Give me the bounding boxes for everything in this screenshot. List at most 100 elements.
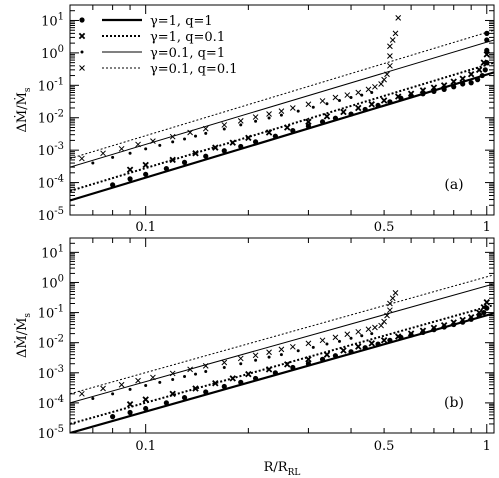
data-point <box>419 327 427 334</box>
data-point <box>340 108 347 116</box>
data-point <box>265 129 273 136</box>
x-tick-label: 0.5 <box>374 439 395 454</box>
data-point <box>337 99 341 103</box>
data-point <box>378 81 384 87</box>
data-point <box>79 155 85 162</box>
data-point <box>203 153 209 159</box>
data-point <box>163 165 169 172</box>
data-point <box>192 150 199 157</box>
data-point <box>229 139 236 146</box>
data-point <box>467 70 475 78</box>
y-axis-label-sub: s <box>23 87 33 92</box>
x-tick-label: 0.1 <box>135 220 156 235</box>
data-point <box>238 379 244 385</box>
data-point <box>221 383 227 390</box>
data-point <box>332 94 339 101</box>
data-point <box>394 93 402 100</box>
data-point <box>163 400 169 406</box>
y-tick-label-exponent: 1 <box>58 11 64 22</box>
data-point <box>212 144 219 151</box>
y-axis-label-main: ΔṀ/Ṁ <box>13 318 30 358</box>
y-tick-label-mantissa: 10 <box>38 367 55 382</box>
data-point <box>387 307 393 314</box>
data-point <box>183 137 187 141</box>
data-point <box>100 150 106 157</box>
y-axis-label: ΔṀ/Ṁs <box>13 313 33 358</box>
plot-data <box>70 274 494 433</box>
x-tick-label: 1 <box>483 220 491 235</box>
y-tick-label: 10-3 <box>38 141 64 159</box>
series-fit-line <box>70 61 494 192</box>
data-point <box>480 59 488 66</box>
data-point <box>381 76 387 83</box>
data-point <box>221 359 228 366</box>
y-tick-label: 10-4 <box>38 174 64 192</box>
legend-entry: γ=0.1, q=0.1 <box>79 62 238 77</box>
y-axis-label-main: ΔṀ/Ṁ <box>13 92 30 132</box>
data-point <box>440 82 448 89</box>
data-point <box>332 334 339 341</box>
data-point <box>78 32 86 40</box>
y-tick-label: 10-2 <box>38 109 64 127</box>
y-tick-label-mantissa: 10 <box>41 246 58 261</box>
y-axis-label: ΔṀ/Ṁs <box>13 87 33 132</box>
y-tick-label: 101 <box>41 11 64 29</box>
data-point <box>143 171 149 177</box>
data-point <box>348 111 354 117</box>
data-point <box>305 340 312 347</box>
series-fit-line <box>70 303 494 425</box>
plot-frame <box>69 4 495 216</box>
y-tick-label: 10-4 <box>38 394 64 412</box>
data-point <box>362 106 368 113</box>
data-point <box>340 347 347 354</box>
y-tick-label-mantissa: 10 <box>38 427 55 442</box>
data-point <box>323 113 331 120</box>
data-point <box>272 370 278 376</box>
data-point <box>325 102 329 106</box>
data-point <box>450 319 457 326</box>
data-point <box>387 62 393 69</box>
x-tick-label: 1 <box>483 439 491 454</box>
data-point <box>459 75 466 82</box>
series-fit-line <box>70 29 494 160</box>
data-point <box>158 380 162 384</box>
y-tick-label: 100 <box>41 44 64 62</box>
data-point <box>272 133 278 139</box>
data-point <box>169 370 176 377</box>
data-point <box>344 331 351 338</box>
data-point <box>368 340 375 347</box>
data-point <box>441 86 447 92</box>
data-point <box>378 322 384 329</box>
data-point <box>305 101 312 108</box>
y-tick-label-exponent: -3 <box>54 141 64 152</box>
data-point <box>169 133 176 140</box>
y-tick-label-exponent: -2 <box>54 109 64 120</box>
data-point <box>392 290 399 296</box>
data-point <box>181 394 188 401</box>
legend-label: γ=0.1, q=1 <box>150 46 225 61</box>
data-point <box>344 92 351 98</box>
y-tick-label-exponent: -1 <box>54 76 64 87</box>
data-point <box>475 309 483 316</box>
data-point <box>319 356 326 362</box>
data-point <box>150 138 156 144</box>
series-fit-line <box>70 274 494 395</box>
x-tick-label: 0.5 <box>374 220 395 235</box>
data-point <box>387 300 393 307</box>
data-point <box>221 148 227 154</box>
y-tick-label-mantissa: 10 <box>38 144 55 159</box>
data-point <box>384 312 390 319</box>
data-point <box>202 125 209 132</box>
data-point <box>305 361 312 367</box>
data-point <box>279 113 283 117</box>
data-point <box>459 316 466 324</box>
y-tick-label-exponent: 0 <box>58 44 64 55</box>
data-point <box>355 328 362 335</box>
data-point <box>430 84 438 91</box>
data-point <box>237 355 244 362</box>
data-point <box>238 143 244 150</box>
data-point <box>389 295 396 302</box>
data-point <box>451 84 457 90</box>
data-point <box>221 122 228 128</box>
